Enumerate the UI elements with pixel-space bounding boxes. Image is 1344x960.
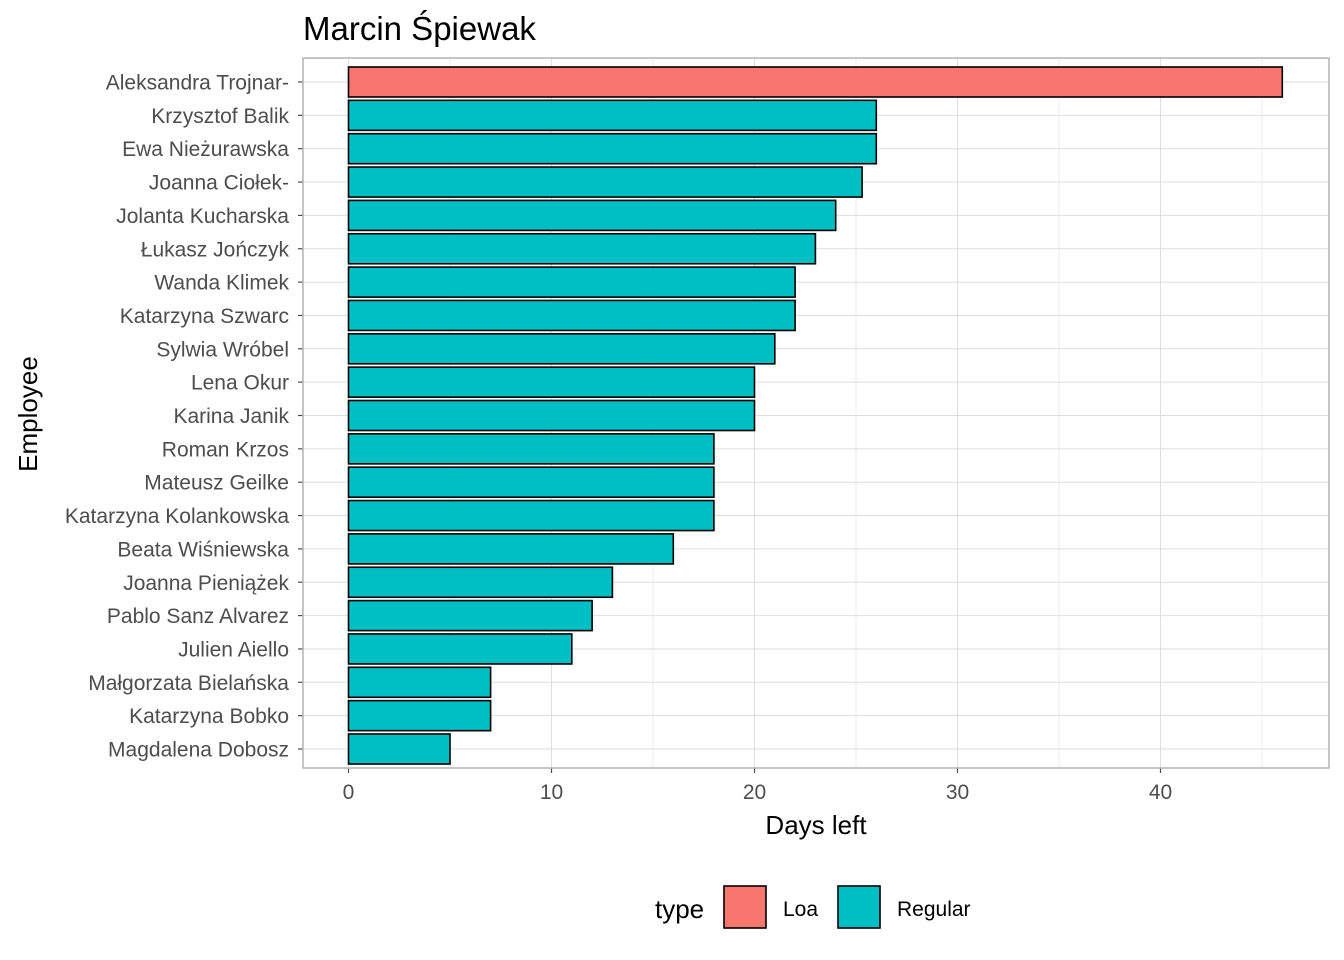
y-tick-label: Joanna Pieniążek — [123, 572, 289, 595]
bar — [347, 399, 756, 432]
bar — [347, 633, 573, 665]
bar — [347, 299, 796, 332]
y-tick-label: Joanna Ciołek- — [149, 172, 289, 195]
x-tick-label: 30 — [946, 781, 969, 804]
y-tick-label: Magdalena Dobosz — [108, 739, 289, 762]
y-tick-label: Beata Wiśniewska — [117, 538, 289, 561]
y-tick-label: Aleksandra Trojnar- — [106, 72, 289, 95]
y-tick-label: Pablo Sanz Alvarez — [107, 605, 289, 628]
y-tick-label: Sylwia Wróbel — [156, 338, 289, 361]
bar — [347, 132, 878, 165]
legend-label: Loa — [783, 898, 818, 921]
y-tick-label: Katarzyna Kolankowska — [65, 505, 289, 528]
y-tick-label: Katarzyna Szwarc — [120, 305, 289, 328]
bar — [347, 366, 756, 398]
x-axis-title: Days left — [765, 810, 867, 840]
bar — [347, 433, 715, 465]
y-tick-label: Karina Janik — [173, 405, 289, 428]
y-tick-label: Lena Okur — [191, 372, 289, 395]
legend-key — [723, 885, 767, 929]
plot-area: Aleksandra Trojnar- Krzysztof Balik Ewa Ni… — [65, 57, 1330, 804]
y-tick-label: Krzysztof Balik — [151, 105, 289, 128]
x-tick-label: 20 — [743, 781, 766, 804]
bar — [347, 666, 492, 699]
y-tick-label: Roman Krzos — [162, 438, 289, 461]
y-tick-label: Katarzyna Bobko — [129, 705, 289, 728]
bar — [347, 566, 614, 599]
bar — [347, 466, 715, 499]
bar — [347, 66, 1284, 98]
bar — [347, 166, 863, 198]
y-tick-label: Łukasz Jończyk — [141, 238, 290, 261]
bar — [347, 699, 492, 732]
x-tick-label: 0 — [343, 781, 355, 804]
bar — [347, 266, 796, 298]
legend: type Loa Regular — [655, 885, 971, 929]
plot-border — [302, 57, 1330, 769]
y-tick-label: Mateusz Geilke — [144, 472, 289, 495]
legend-title: type — [655, 894, 704, 924]
x-tick-label: 40 — [1149, 781, 1172, 804]
y-tick-label: Ewa Nieżurawska — [122, 138, 289, 161]
bar — [347, 332, 776, 365]
chart-title: Marcin Śpiewak — [303, 9, 536, 47]
bar — [347, 232, 817, 265]
y-tick-label: Małgorzata Bielańska — [88, 672, 289, 695]
y-tick-label: Wanda Klimek — [154, 272, 289, 295]
bar — [347, 499, 715, 532]
bar — [347, 599, 593, 632]
y-tick-label: Julien Aiello — [178, 638, 289, 661]
bar — [347, 733, 451, 765]
legend-label: Regular — [897, 898, 971, 921]
bar — [347, 99, 878, 132]
bar — [347, 533, 675, 565]
legend-key — [837, 885, 881, 929]
y-axis-title: Employee — [13, 356, 43, 472]
bar — [347, 199, 837, 232]
x-tick-label: 10 — [540, 781, 563, 804]
y-tick-label: Jolanta Kucharska — [116, 205, 289, 228]
